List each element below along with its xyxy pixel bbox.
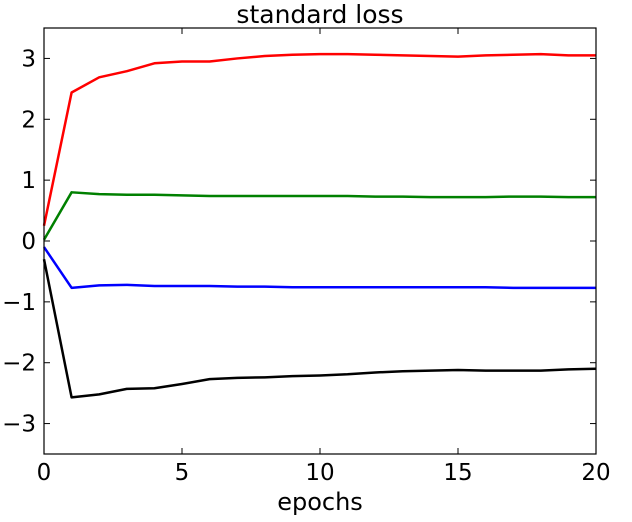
y-tick-label: −1 [2, 290, 36, 316]
plot-frame [43, 27, 597, 455]
series-line-1 [42, 52, 596, 227]
y-tick-label: 2 [21, 107, 36, 133]
series-line-3 [42, 246, 596, 290]
y-tick-label: −3 [2, 412, 36, 438]
x-tick-label: 0 [37, 460, 52, 486]
x-tick-label: 10 [305, 460, 334, 486]
y-tick-label: 3 [21, 46, 36, 72]
series-line-4 [42, 259, 597, 399]
y-tick-label: 1 [21, 168, 36, 194]
chart-title: standard loss [236, 0, 403, 29]
x-tick-label: 15 [443, 460, 472, 486]
y-tick-label: −2 [2, 351, 36, 377]
y-tick-label: 0 [21, 229, 36, 255]
series-layer [42, 52, 597, 399]
x-axis-label: epochs [277, 488, 363, 516]
x-tick-label: 20 [581, 460, 610, 486]
x-tick-label: 5 [175, 460, 190, 486]
series-line-2 [42, 191, 596, 241]
